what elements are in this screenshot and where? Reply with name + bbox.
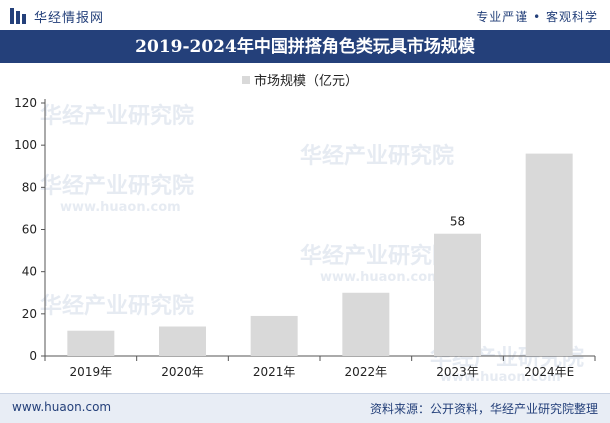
y-tick-label: 80 — [22, 180, 37, 194]
data-label: 58 — [450, 215, 465, 229]
chart-title: 2019-2024年中国拼搭角色类玩具市场规模 — [0, 32, 610, 63]
y-tick-label: 20 — [22, 307, 37, 321]
watermark-name: 华经产业研究院 — [40, 173, 194, 199]
x-tick-label: 2019年 — [70, 365, 113, 379]
y-tick-label: 120 — [14, 96, 37, 110]
x-tick-label: 2023年 — [436, 365, 479, 379]
bar[interactable] — [525, 153, 573, 356]
brand-name: 华经情报网 — [34, 11, 105, 26]
y-tick-label: 40 — [22, 265, 37, 279]
watermark-name: 华经产业研究院 — [40, 103, 194, 129]
x-tick-label: 2024年E — [524, 365, 574, 379]
x-tick-label: 2021年 — [253, 365, 296, 379]
footer-url[interactable]: www.huaon.com — [12, 400, 112, 414]
watermark-url: www.huaon.com — [60, 200, 181, 215]
bar[interactable] — [434, 233, 481, 356]
watermark-name: 华经产业研究院 — [300, 243, 454, 269]
y-tick-label: 100 — [14, 138, 37, 152]
slogan: 专业严谨 • 客观科学 — [476, 10, 598, 24]
brand-logo-icon — [10, 8, 26, 24]
x-tick-label: 2020年 — [161, 365, 204, 379]
x-tick-label: 2022年 — [345, 365, 388, 379]
bar[interactable] — [159, 326, 206, 356]
y-tick-label: 60 — [22, 223, 37, 237]
watermark-name: 华经产业研究院 — [40, 293, 194, 319]
watermark-url: www.huaon.com — [440, 370, 561, 385]
legend-label: 市场规模（亿元） — [254, 73, 358, 89]
bar-chart: 华经产业研究院 华经产业研究院 华经产业研究院 华经产业研究院 华经产业研究院 … — [14, 73, 596, 385]
watermark-url: www.huaon.com — [320, 270, 441, 285]
source-note: 资料来源：公开资料，华经产业研究院整理 — [369, 402, 598, 416]
bar[interactable] — [67, 330, 115, 356]
legend: 市场规模（亿元） — [242, 73, 358, 89]
legend-swatch — [242, 76, 250, 84]
bar[interactable] — [250, 315, 298, 356]
y-tick-label: 0 — [29, 349, 37, 363]
footer: www.huaon.com 资料来源：公开资料，华经产业研究院整理 — [0, 393, 610, 423]
bar[interactable] — [342, 292, 390, 356]
watermark-name: 华经产业研究院 — [300, 143, 454, 169]
top-bar: 华经情报网 专业严谨 • 客观科学 — [0, 0, 610, 32]
watermarks: 华经产业研究院 华经产业研究院 华经产业研究院 华经产业研究院 华经产业研究院 … — [40, 103, 584, 385]
